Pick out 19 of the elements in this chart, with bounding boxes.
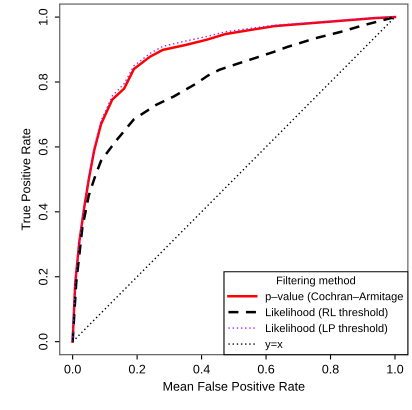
x-tick-label: 0.0 (64, 364, 81, 374)
legend-label: Likelihood (RL threshold) (266, 308, 388, 318)
legend-label: Likelihood (LP threshold) (266, 324, 388, 334)
x-tick-label: 0.4 (193, 364, 210, 374)
legend-label: p–value (Cochran–Armitage (266, 292, 403, 302)
x-tick-label: 0.8 (322, 364, 339, 374)
x-tick-label: 0.2 (128, 364, 146, 374)
y-tick-label: 0.0 (38, 333, 48, 350)
y-tick-label: 0.6 (38, 138, 48, 156)
y-axis-title: True Positive Rate (21, 128, 30, 230)
y-tick-label: 0.2 (38, 268, 48, 285)
legend-label: y=x (265, 342, 283, 350)
y-tick-label: 1.0 (38, 8, 48, 25)
y-tick-label: 0.4 (38, 204, 48, 220)
legend-title: Filtering method (277, 276, 356, 287)
x-tick-label: 0.6 (258, 364, 274, 374)
x-axis-title: Mean False Positive Rate (164, 382, 304, 391)
x-tick-label: 1.0 (387, 364, 404, 374)
y-tick-label: 0.8 (38, 74, 48, 90)
